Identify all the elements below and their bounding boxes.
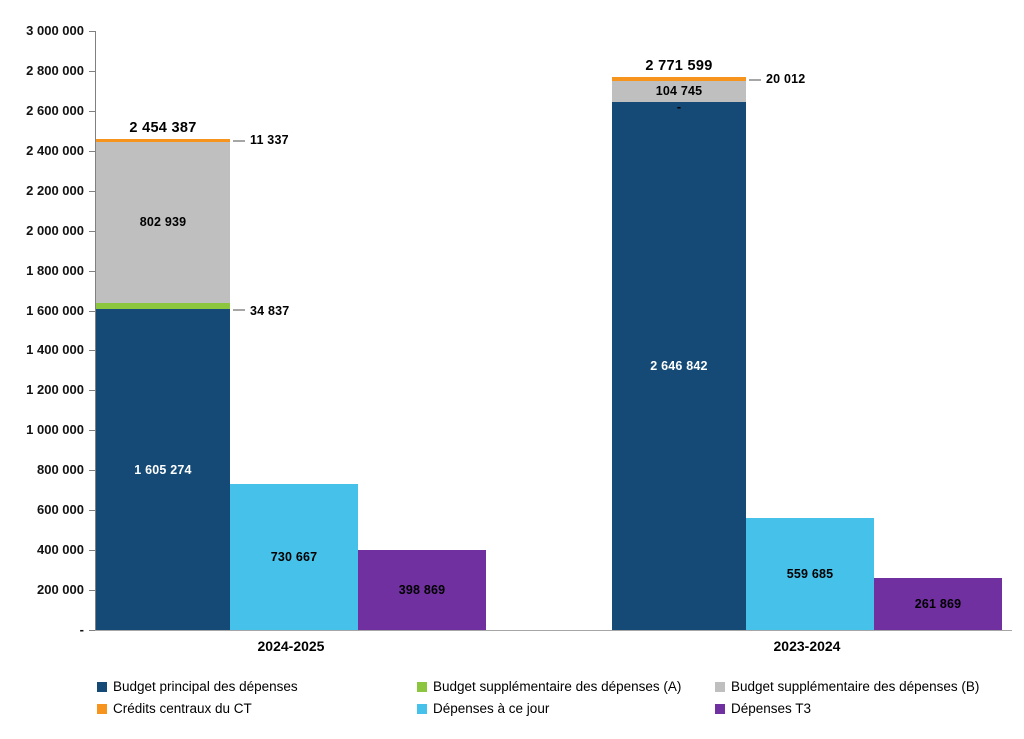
stack-bar-segment: [96, 138, 230, 143]
y-axis-tick-label: 2 200 000: [26, 182, 84, 198]
x-axis-category-label: 2024-2025: [257, 638, 325, 654]
y-axis-line: [95, 31, 96, 631]
legend-swatch-icon: [715, 682, 725, 692]
y-axis-tick: [89, 230, 95, 232]
legend-label: Crédits centraux du CT: [113, 701, 252, 716]
y-axis-tick: [89, 630, 95, 631]
legend-item: Dépenses T3: [715, 701, 811, 717]
legend-item: Budget supplémentaire des dépenses (B): [715, 679, 979, 695]
stack-bar-segment: [96, 142, 230, 303]
segment-label: 104 745: [655, 84, 703, 99]
y-axis-tick-label: 1 400 000: [26, 342, 84, 358]
legend-label: Dépenses à ce jour: [433, 701, 550, 716]
y-axis-tick: [89, 430, 95, 432]
y-axis-tick-label: 200 000: [37, 582, 84, 598]
y-axis-tick-label: 800 000: [37, 462, 84, 478]
legend-swatch-icon: [417, 682, 427, 692]
legend-label: Budget supplémentaire des dépenses (A): [433, 679, 682, 694]
y-axis-tick: [89, 270, 95, 272]
y-axis-tick: [89, 31, 95, 32]
x-axis-category-label: 2023-2024: [773, 638, 841, 654]
y-axis-tick: [89, 70, 95, 72]
y-axis-tick-label: 400 000: [37, 542, 84, 558]
callout-label: 20 012: [766, 71, 806, 86]
y-axis-tick: [89, 390, 95, 392]
bar: [746, 518, 874, 630]
callout-label: 34 837: [250, 304, 290, 318]
y-axis-tick-label: 2 000 000: [26, 222, 84, 238]
stack-bar-segment: [612, 101, 746, 630]
stack-total-label: 2 454 387: [129, 119, 197, 136]
callout-leader-line: [233, 140, 245, 143]
y-axis-tick: [89, 110, 95, 112]
legend-swatch-icon: [417, 704, 427, 714]
stack-bar-segment: [96, 302, 230, 310]
y-axis-tick: [89, 550, 95, 552]
bar: [874, 577, 1002, 630]
y-axis-tick-label: 2 600 000: [26, 102, 84, 118]
legend-label: Dépenses T3: [731, 701, 812, 716]
y-axis-tick-label: 1 800 000: [26, 262, 84, 278]
bar-label: 261 869: [914, 596, 962, 611]
y-axis-tick: [89, 190, 95, 192]
y-axis-tick: [89, 470, 95, 472]
legend-swatch-icon: [97, 682, 107, 692]
legend-label: Budget principal des dépenses: [113, 679, 298, 694]
legend-label: Budget supplémentaire des dépenses (B): [731, 679, 980, 694]
chart-legend: Budget principal des dépenses Budget supp…: [0, 672, 1024, 734]
bar: [230, 484, 358, 630]
y-axis-tick: [89, 590, 95, 592]
x-axis-line: [95, 630, 1012, 631]
y-axis-tick-label: -: [79, 622, 84, 637]
callout-leader-line: [749, 78, 761, 81]
callout-label: 11 337: [250, 133, 289, 148]
y-axis-tick-label: 1 200 000: [26, 382, 84, 398]
y-axis-tick-label: 2 800 000: [26, 62, 84, 78]
bar-label: 559 685: [786, 567, 834, 582]
bar: [358, 550, 486, 630]
y-axis-tick: [89, 510, 95, 512]
y-axis-tick: [89, 350, 95, 352]
stack-bar-segment: [96, 309, 230, 630]
y-axis-tick-label: 1 600 000: [26, 302, 84, 318]
bar-label: 730 667: [270, 550, 318, 565]
stack-total-label: 2 771 599: [645, 57, 713, 74]
legend-item: Budget supplémentaire des dépenses (A): [417, 679, 681, 695]
legend-item: Budget principal des dépenses: [97, 679, 298, 695]
y-axis-tick-label: 1 000 000: [26, 422, 84, 438]
plot-area: 3 000 000 2 800 000 2 600 000 2 400 000 2 20…: [26, 23, 1012, 654]
y-axis-tick: [89, 150, 95, 152]
segment-label: 1 605 274: [134, 462, 192, 477]
callout-leader-line: [233, 308, 245, 311]
y-axis-tick: [89, 310, 95, 312]
bar-label: 398 869: [398, 583, 446, 598]
segment-label: 2 646 842: [650, 358, 708, 373]
zero-segment-label: -: [676, 99, 682, 114]
y-axis-tick-label: 2 400 000: [26, 142, 84, 158]
legend-item: Crédits centraux du CT: [97, 701, 252, 717]
segment-label: 802 939: [139, 215, 187, 230]
legend-item: Dépenses à ce jour: [417, 701, 549, 717]
legend-swatch-icon: [97, 704, 107, 714]
y-axis-tick-label: 3 000 000: [26, 23, 84, 38]
legend-swatch-icon: [715, 704, 725, 714]
y-axis-tick-label: 600 000: [37, 502, 84, 518]
stack-bar-segment: [612, 76, 746, 81]
stack-bar-segment: [612, 80, 746, 102]
